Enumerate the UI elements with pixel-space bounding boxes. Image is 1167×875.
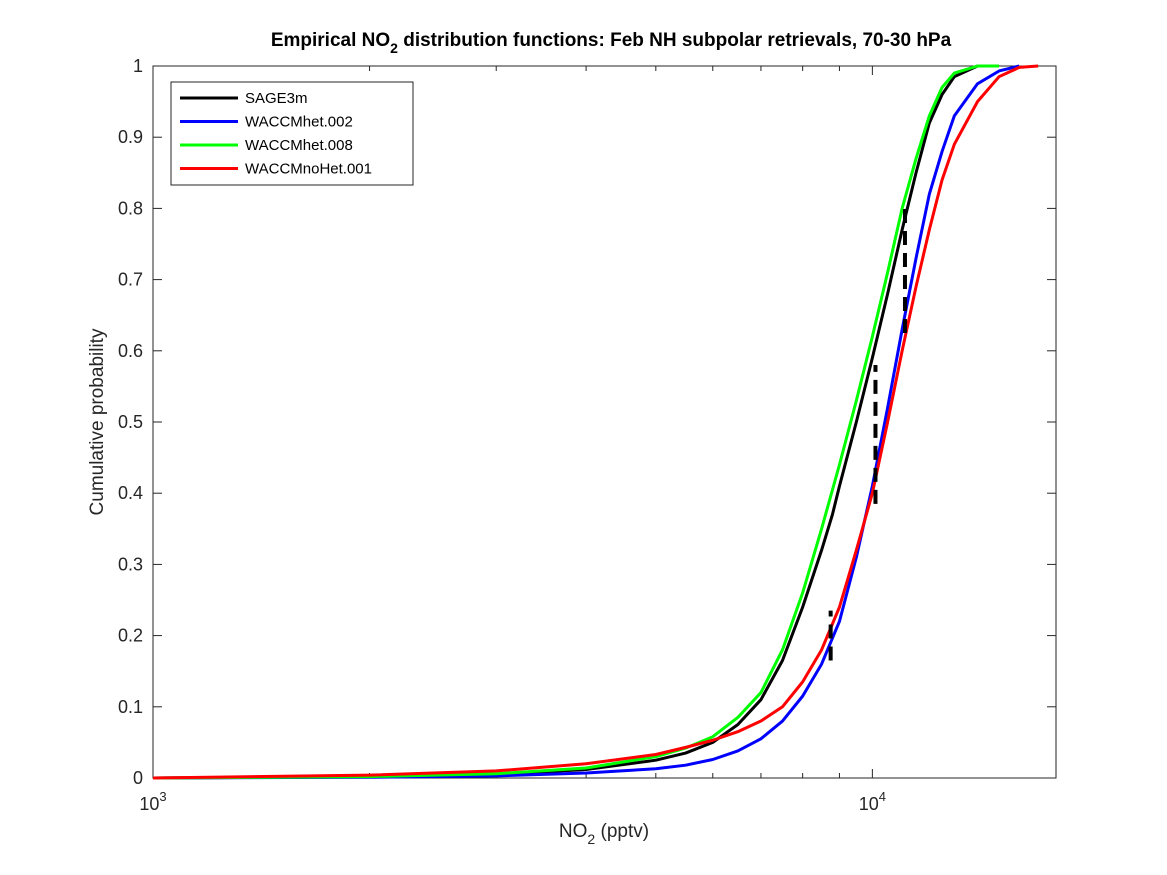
legend-label-3: WACCMnoHet.001	[245, 161, 372, 178]
y-tick-label: 0.5	[118, 412, 143, 432]
series-line-2	[152, 64, 1000, 780]
legend: SAGE3m WACCMhet.002 WACCMhet.008 WACCMnoHet…	[170, 81, 414, 186]
x-tick-label: 104	[859, 789, 886, 814]
y-tick-label: 0.9	[118, 127, 143, 147]
legend-label-2: WACCMhet.008	[245, 137, 353, 154]
x-axis-label: NO2 (pptv)	[559, 821, 649, 847]
y-axis-label: Cumulative probability	[87, 328, 108, 515]
x-tick-label: 103	[139, 789, 166, 814]
series-line-3	[152, 64, 1039, 780]
y-tick-label: 0.2	[118, 626, 143, 646]
chart-title: Empirical NO2 distribution functions: Fe…	[271, 30, 952, 56]
y-tick-label: 0.7	[118, 270, 143, 290]
series-line-1	[152, 64, 1020, 780]
x-axis: 103 104	[139, 66, 886, 814]
series-layer	[152, 64, 1039, 780]
legend-label-0: SAGE3m	[245, 90, 308, 107]
legend-label-1: WACCMhet.002	[245, 114, 353, 131]
y-tick-label: 0	[133, 768, 143, 788]
annotation-layer	[828, 201, 907, 661]
y-tick-label: 1	[133, 56, 143, 76]
y-tick-label: 0.8	[118, 198, 143, 218]
y-tick-label: 0.6	[118, 341, 143, 361]
y-axis: 0 0.1 0.2 0.3 0.4 0.5 0.6 0.7 0.8 0.9 1	[118, 56, 1056, 788]
y-tick-label: 0.3	[118, 554, 143, 574]
y-tick-label: 0.1	[118, 697, 143, 717]
series-line-0	[152, 64, 1000, 780]
y-tick-label: 0.4	[118, 483, 143, 503]
